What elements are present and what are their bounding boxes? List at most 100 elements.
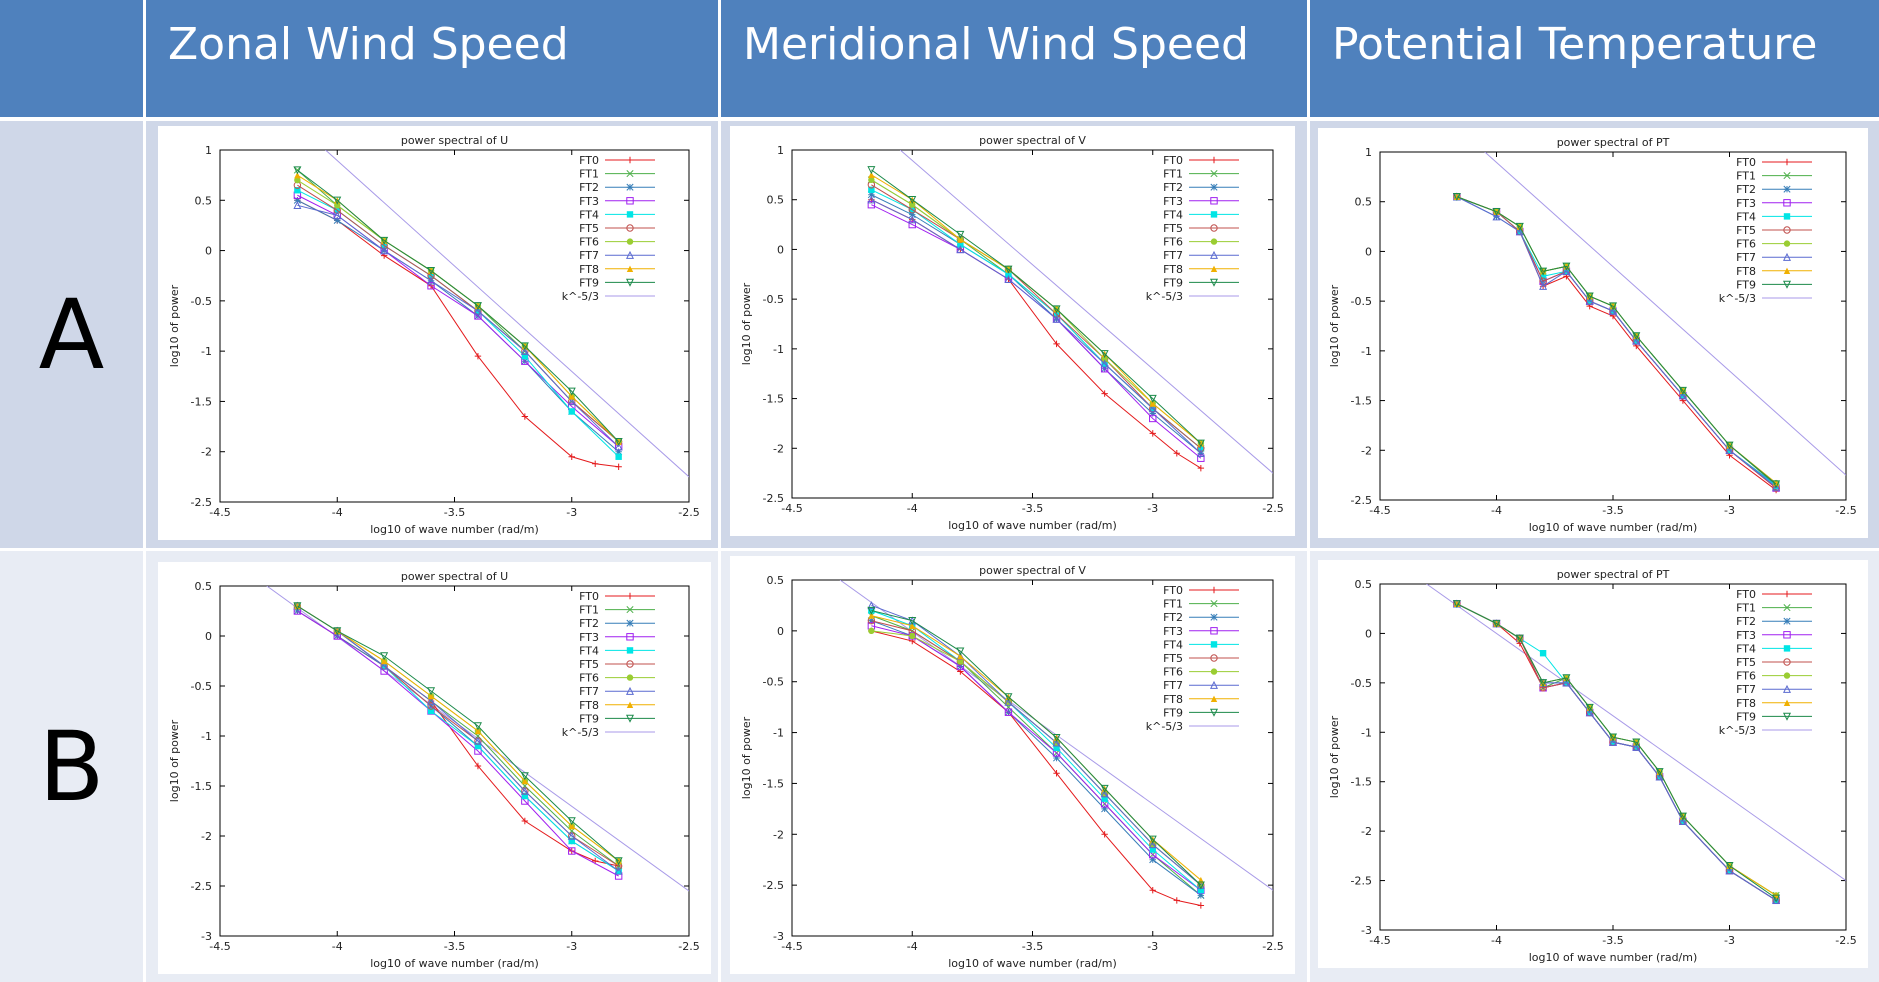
legend-marker (1783, 267, 1791, 274)
data-point-ft7 (567, 831, 576, 840)
legend-marker (1210, 654, 1218, 662)
series-ft9 (293, 602, 623, 866)
x-axis-label: log10 of wave number (rad/m) (948, 957, 1117, 970)
data-point-ft4 (615, 867, 622, 875)
data-point-ft7 (1678, 816, 1687, 825)
legend-marker (1782, 712, 1792, 721)
reference-line-k-5-3 (325, 150, 689, 478)
data-point-ft0 (568, 453, 575, 460)
legend-label: FT8 (1736, 697, 1756, 710)
data-point-ft3 (867, 200, 876, 209)
x-tick-label: -2.5 (1262, 502, 1283, 515)
x-tick-label: -2.5 (1835, 934, 1856, 947)
series-line-ft9 (1456, 196, 1777, 485)
data-point-ft7 (1148, 840, 1157, 849)
series-ft2 (867, 617, 1205, 899)
y-tick-label: -1 (1361, 345, 1372, 358)
y-tick-label: 0.5 (195, 580, 213, 593)
series-line-ft7 (871, 199, 1202, 454)
data-point-ft7 (1585, 708, 1594, 717)
x-tick-label: -4 (1491, 504, 1502, 517)
data-point-ft3 (427, 282, 435, 290)
series-line-ft4 (297, 189, 619, 458)
data-point-ft7 (333, 211, 342, 220)
legend-marker (1782, 280, 1792, 289)
series-ft4 (868, 607, 1205, 894)
legend-label: FT5 (579, 222, 599, 235)
data-point-ft8 (568, 822, 575, 830)
y-tick-label: -1.5 (191, 780, 212, 793)
legend-marker (1783, 213, 1791, 220)
data-point-ft7 (1052, 738, 1061, 747)
data-point-ft0 (521, 817, 529, 825)
data-point-ft9 (1515, 634, 1524, 643)
legend-label: FT1 (1163, 168, 1183, 181)
legend-label: FT4 (1163, 638, 1183, 651)
series-line-ft7 (1456, 196, 1777, 488)
legend-marker (1209, 250, 1219, 259)
legend-marker (1210, 695, 1218, 702)
chart-svg: power spectral of PT -4.5 -4 -3.5 -3 -2.5 0.5 0… (1328, 568, 1857, 964)
legend-label: FT3 (1736, 197, 1756, 210)
y-tick-label: 0.5 (195, 194, 213, 207)
y-axis-label: log10 of power (1328, 715, 1341, 798)
series-line-ft7 (297, 605, 619, 872)
legend-label: k^-5/3 (1146, 720, 1183, 733)
y-tick-label: -0.5 (763, 676, 784, 689)
data-point-ft9 (908, 616, 917, 626)
y-tick-label: 0 (1365, 245, 1372, 258)
data-point-ft0 (592, 460, 599, 467)
series-ft6 (1453, 600, 1780, 899)
data-point-ft7 (1772, 482, 1781, 491)
legend-marker (1209, 680, 1219, 689)
header-empty-cell (0, 0, 143, 117)
y-tick-label: -2 (1361, 444, 1372, 457)
series-line-ft6 (1456, 196, 1777, 484)
data-point-ft7 (1725, 445, 1734, 454)
legend-label: FT6 (1736, 670, 1756, 683)
data-point-ft8 (957, 236, 964, 243)
legend-label: FT3 (1736, 629, 1756, 642)
data-point-ft9 (1585, 703, 1594, 712)
legend-label: FT0 (1163, 154, 1183, 167)
reference-line-k-5-3 (899, 150, 1273, 474)
x-tick-label: -4.5 (781, 940, 802, 953)
x-tick-label: -3 (1724, 934, 1735, 947)
legend-marker (1783, 604, 1791, 612)
data-point-ft0 (1101, 831, 1108, 838)
data-point-ft8 (427, 692, 435, 700)
data-point-ft6 (909, 201, 916, 208)
data-point-ft9 (867, 606, 876, 615)
series-ft7 (293, 200, 623, 451)
series-ft7 (1452, 599, 1781, 905)
legend-marker (1783, 158, 1791, 166)
series-ft1 (1453, 600, 1780, 899)
series-line-ft7 (297, 204, 619, 448)
legend-label: k^-5/3 (562, 290, 599, 303)
data-point-ft4 (1197, 445, 1205, 452)
data-point-ft4 (1539, 650, 1547, 657)
plot-area (1452, 152, 1846, 494)
data-point-ft8 (868, 612, 875, 619)
data-point-ft7 (867, 601, 876, 610)
series-ft9 (293, 166, 623, 446)
y-tick-label: -3 (1361, 924, 1372, 937)
data-point-ft4 (294, 187, 301, 194)
series-line-ft3 (871, 204, 1202, 459)
series-line-ft9 (297, 169, 620, 442)
legend-marker (626, 633, 634, 641)
chart-title: power spectral of V (979, 134, 1086, 147)
data-point-ft4 (427, 707, 435, 715)
x-tick-label: -4.5 (209, 940, 230, 953)
legend-marker (1210, 586, 1218, 594)
legend-marker (1783, 199, 1791, 207)
series-line-ft0 (1456, 603, 1777, 901)
data-point-ft9 (1539, 679, 1548, 688)
x-tick-label: -4 (332, 506, 343, 519)
y-tick-label: -2.5 (191, 496, 212, 509)
data-point-ft8 (521, 777, 529, 785)
legend-label: FT7 (1736, 683, 1756, 696)
